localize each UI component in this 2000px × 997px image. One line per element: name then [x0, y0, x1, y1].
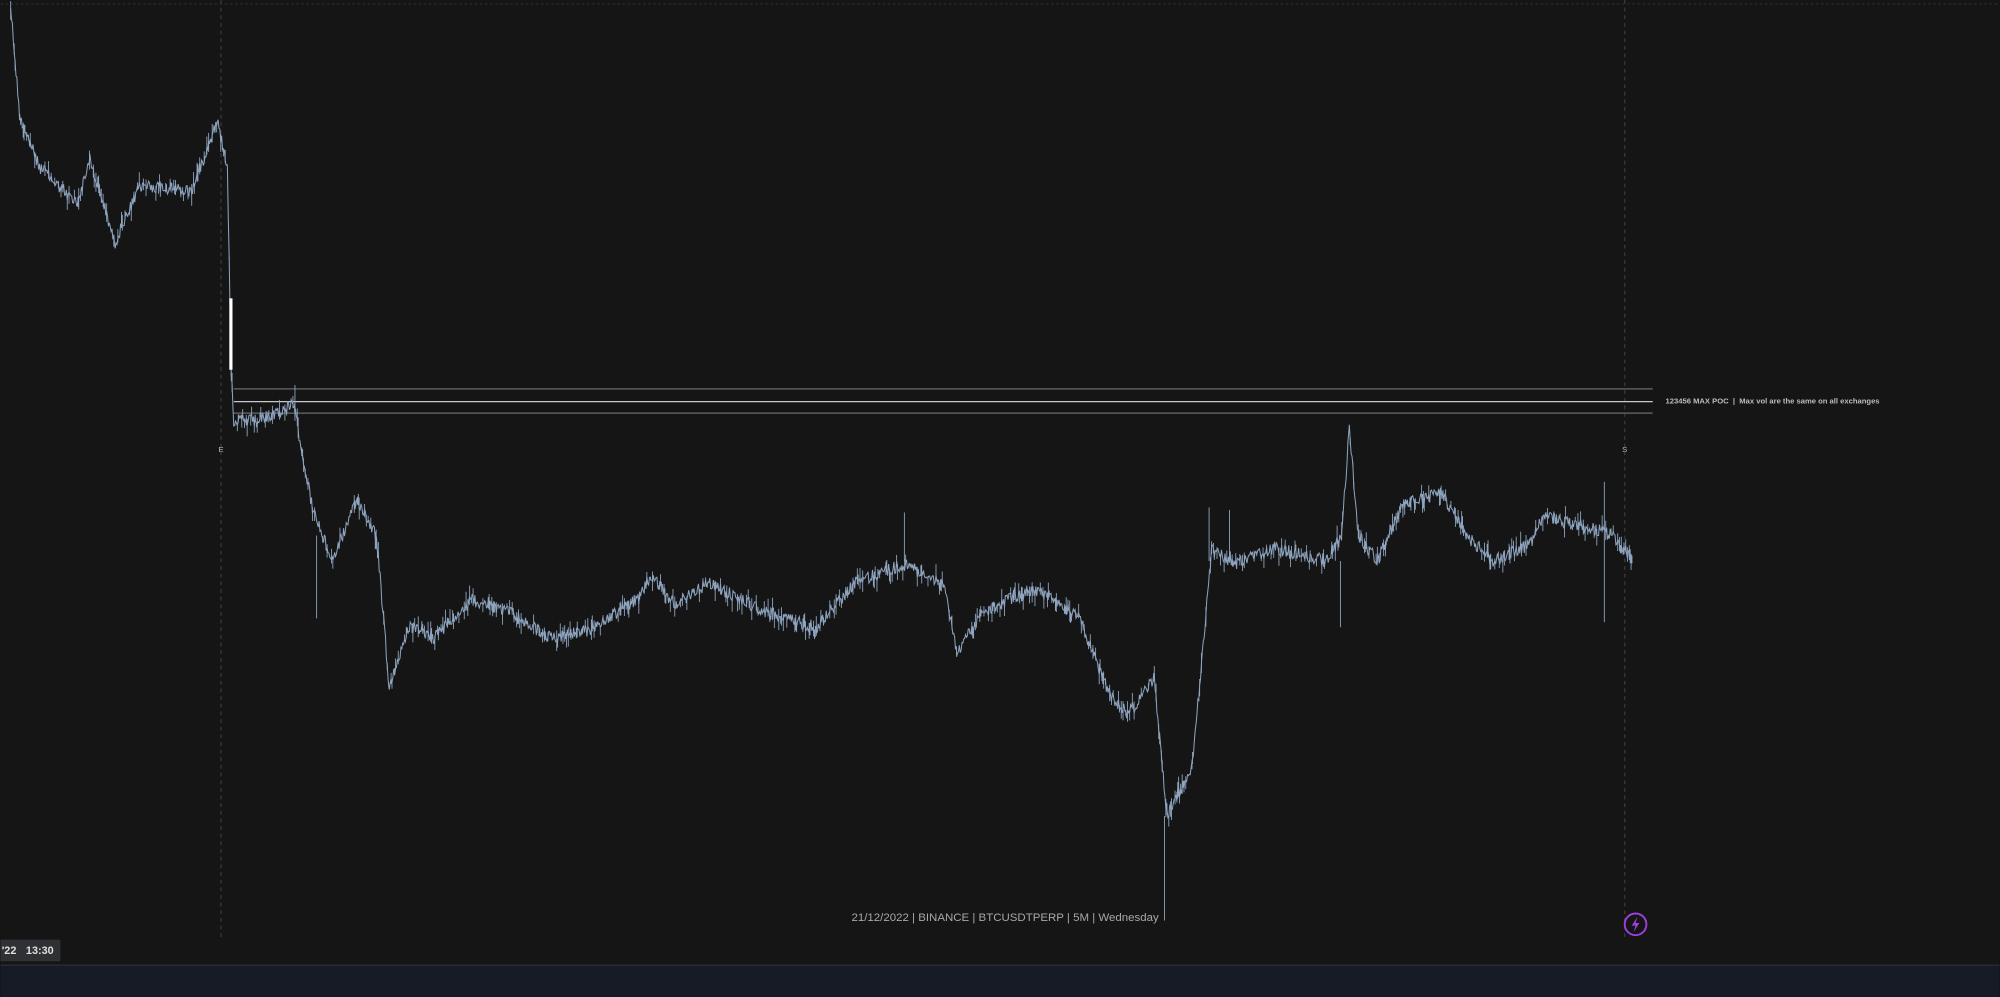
lightning-button[interactable] [1623, 912, 1648, 937]
price-wicks [10, 1, 1633, 921]
end-marker: S [1622, 445, 1627, 454]
time-date: '22 [2, 945, 17, 957]
poc-label: 123456 MAX POC | Max vol are the same on… [1666, 397, 1880, 406]
lightning-circle[interactable] [1623, 912, 1648, 937]
footer-info: 21/12/2022 | BINANCE | BTCUSDTPERP | 5M … [851, 912, 1159, 924]
time-label-box [0, 939, 61, 962]
bottom-toolbar [0, 965, 2000, 997]
volume-candle [229, 298, 233, 370]
lightning-icon[interactable] [1631, 916, 1640, 932]
start-marker: E [218, 445, 223, 454]
price-series [10, 1, 1633, 921]
time-value: 13:30 [26, 945, 54, 957]
